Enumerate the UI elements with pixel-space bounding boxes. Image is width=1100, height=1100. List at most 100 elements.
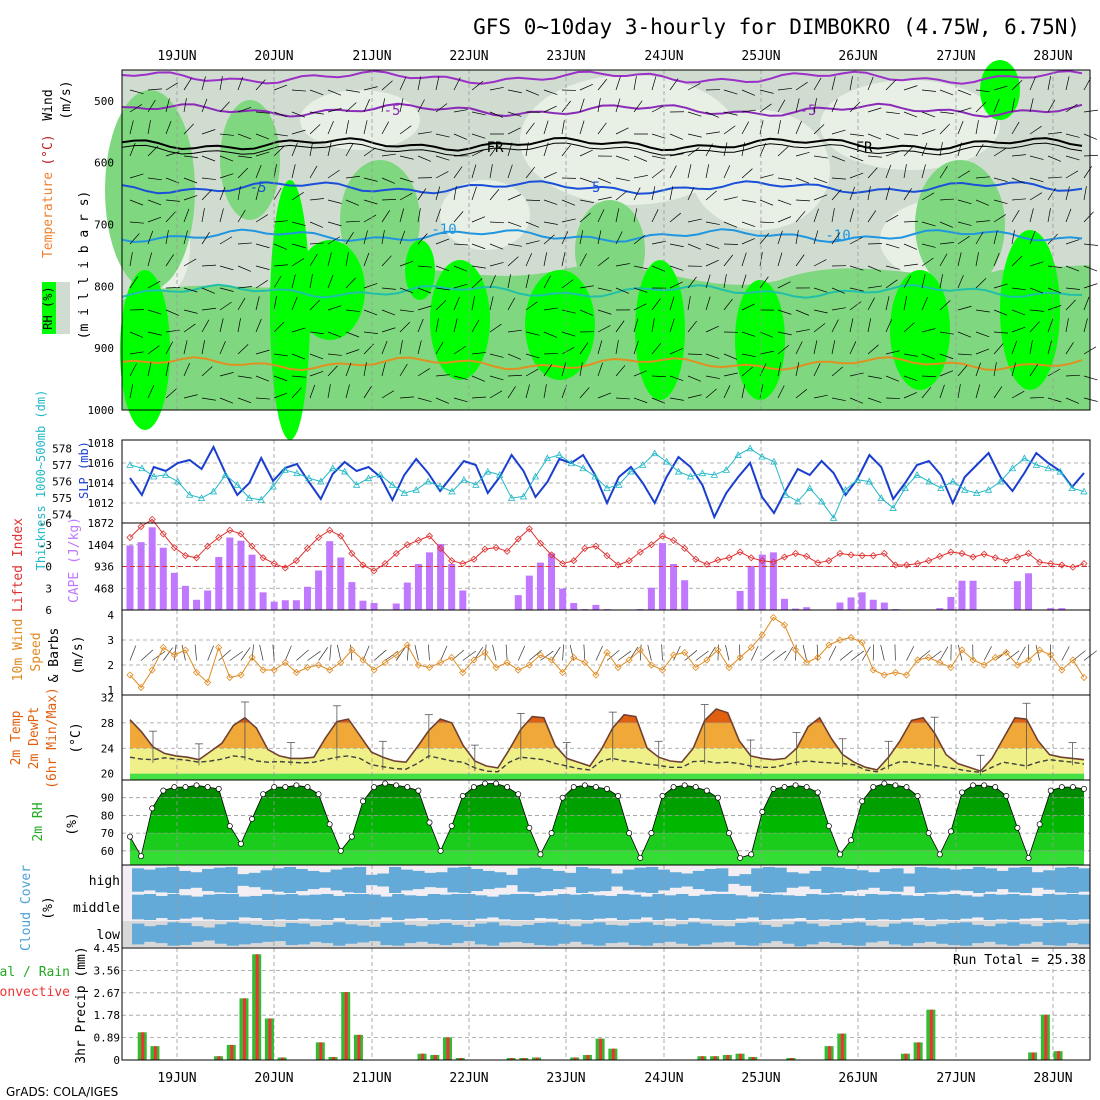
wind-speed-point	[514, 666, 522, 674]
wind-barb	[345, 89, 360, 93]
wind-barb	[1047, 368, 1061, 377]
legend-total-rain: Total / Rain	[0, 965, 70, 980]
wind-barb	[219, 340, 226, 355]
wind-barb	[633, 155, 648, 162]
wind-barb	[795, 230, 799, 245]
cloud-middle-cell	[853, 895, 866, 919]
wind-barb	[237, 397, 252, 404]
lifted-index-point	[1024, 549, 1033, 558]
wind-barb	[543, 199, 558, 205]
wind-barb	[561, 231, 569, 245]
wind-barb	[529, 649, 542, 661]
precip-tick-label: 3.56	[94, 964, 121, 977]
lifted-index-point	[425, 532, 434, 540]
wind-barb	[471, 278, 483, 289]
rh-high-patch	[980, 60, 1020, 120]
wind-barb	[597, 230, 602, 245]
wind-barb	[327, 169, 340, 179]
wind-barb	[381, 177, 396, 184]
thickness-point	[293, 469, 301, 477]
cloud-middle-cell	[226, 894, 239, 920]
wind-speed-point	[536, 651, 545, 659]
wind-barb	[867, 297, 875, 311]
cloud-low-cell	[711, 925, 724, 943]
wind-barb	[291, 142, 298, 157]
lifted-index-point	[847, 551, 855, 559]
wind-barb	[183, 230, 188, 245]
wind-barb	[885, 397, 901, 399]
rh2m-point	[548, 830, 555, 837]
wind-barb	[759, 199, 774, 206]
cloud-middle-cell	[250, 895, 263, 919]
wind-barb	[363, 120, 368, 135]
lifted-index-point	[625, 557, 633, 565]
wind-speed-point	[414, 661, 422, 669]
wind-barb	[417, 188, 427, 201]
wind-barb	[993, 331, 1008, 334]
precip-convective-bar	[319, 1042, 323, 1060]
cloud-high-cell	[178, 870, 191, 890]
cape-bar	[858, 592, 866, 610]
cloud-high-cell	[704, 868, 717, 892]
dewpt-axis-label: 2m DewPt	[27, 707, 42, 770]
wind-barb	[561, 309, 576, 314]
thickness-point	[1020, 454, 1029, 462]
cloud-low-cell	[652, 924, 665, 944]
cloud-middle-cell	[321, 894, 334, 920]
rh2m-point	[1003, 792, 1010, 799]
rh-dry-patch	[690, 110, 830, 230]
cloud-low-cell	[806, 923, 819, 945]
cloud-high-cell	[996, 870, 1009, 890]
cape-bar	[681, 580, 689, 610]
date-label-top: 22JUN	[449, 49, 488, 64]
cloud-middle-cell	[333, 895, 346, 919]
wind-barb	[831, 397, 846, 402]
wind-barb	[687, 187, 695, 201]
wind-barb	[183, 309, 198, 314]
wind-barb	[777, 99, 786, 113]
thickness-point	[543, 454, 552, 462]
wind-speed-point	[303, 663, 312, 672]
wind-barb	[1006, 650, 1020, 661]
wind-barb	[435, 208, 441, 223]
thickness-point	[746, 444, 754, 452]
wind-barb	[831, 189, 842, 201]
cape-bar	[448, 563, 456, 610]
wind-barb	[284, 645, 292, 661]
wind-speed-point	[758, 631, 766, 639]
thickness-point	[126, 461, 134, 468]
wind-barb	[669, 165, 677, 179]
rh2m-point	[992, 784, 999, 791]
wind-barb	[939, 123, 950, 135]
wind-barb	[777, 362, 782, 377]
cloud-high-cell	[868, 872, 881, 888]
cloud-low-cell	[900, 922, 914, 946]
wind-barb	[417, 99, 425, 113]
cloud-high-cell	[599, 868, 612, 892]
wind-barb	[489, 111, 504, 118]
wind-barb	[1083, 265, 1098, 272]
wind-barb	[723, 89, 738, 95]
wind-barb	[561, 279, 574, 289]
wind-barb	[669, 78, 679, 91]
wind-barb	[255, 164, 262, 179]
thickness-point	[674, 467, 683, 475]
cape-bar	[769, 552, 777, 610]
rh2m-point	[260, 791, 267, 798]
rh2m-point	[770, 785, 777, 792]
thickness-point	[245, 494, 253, 501]
precip-convective-bar	[700, 1056, 704, 1060]
wind-barb	[165, 287, 181, 289]
cloud-low-cell	[392, 922, 405, 946]
wind-barb	[1017, 646, 1026, 661]
lifted-index-point	[159, 530, 167, 538]
wind-barb	[849, 172, 864, 179]
wind-barb	[1029, 192, 1043, 201]
lifted-index-point	[936, 552, 944, 560]
wind-barb	[363, 199, 378, 205]
wind-barb	[453, 186, 457, 201]
wind-barb	[273, 275, 282, 289]
wind-barb	[435, 133, 450, 138]
wind-barb	[165, 309, 180, 316]
wind-barb	[615, 155, 630, 161]
